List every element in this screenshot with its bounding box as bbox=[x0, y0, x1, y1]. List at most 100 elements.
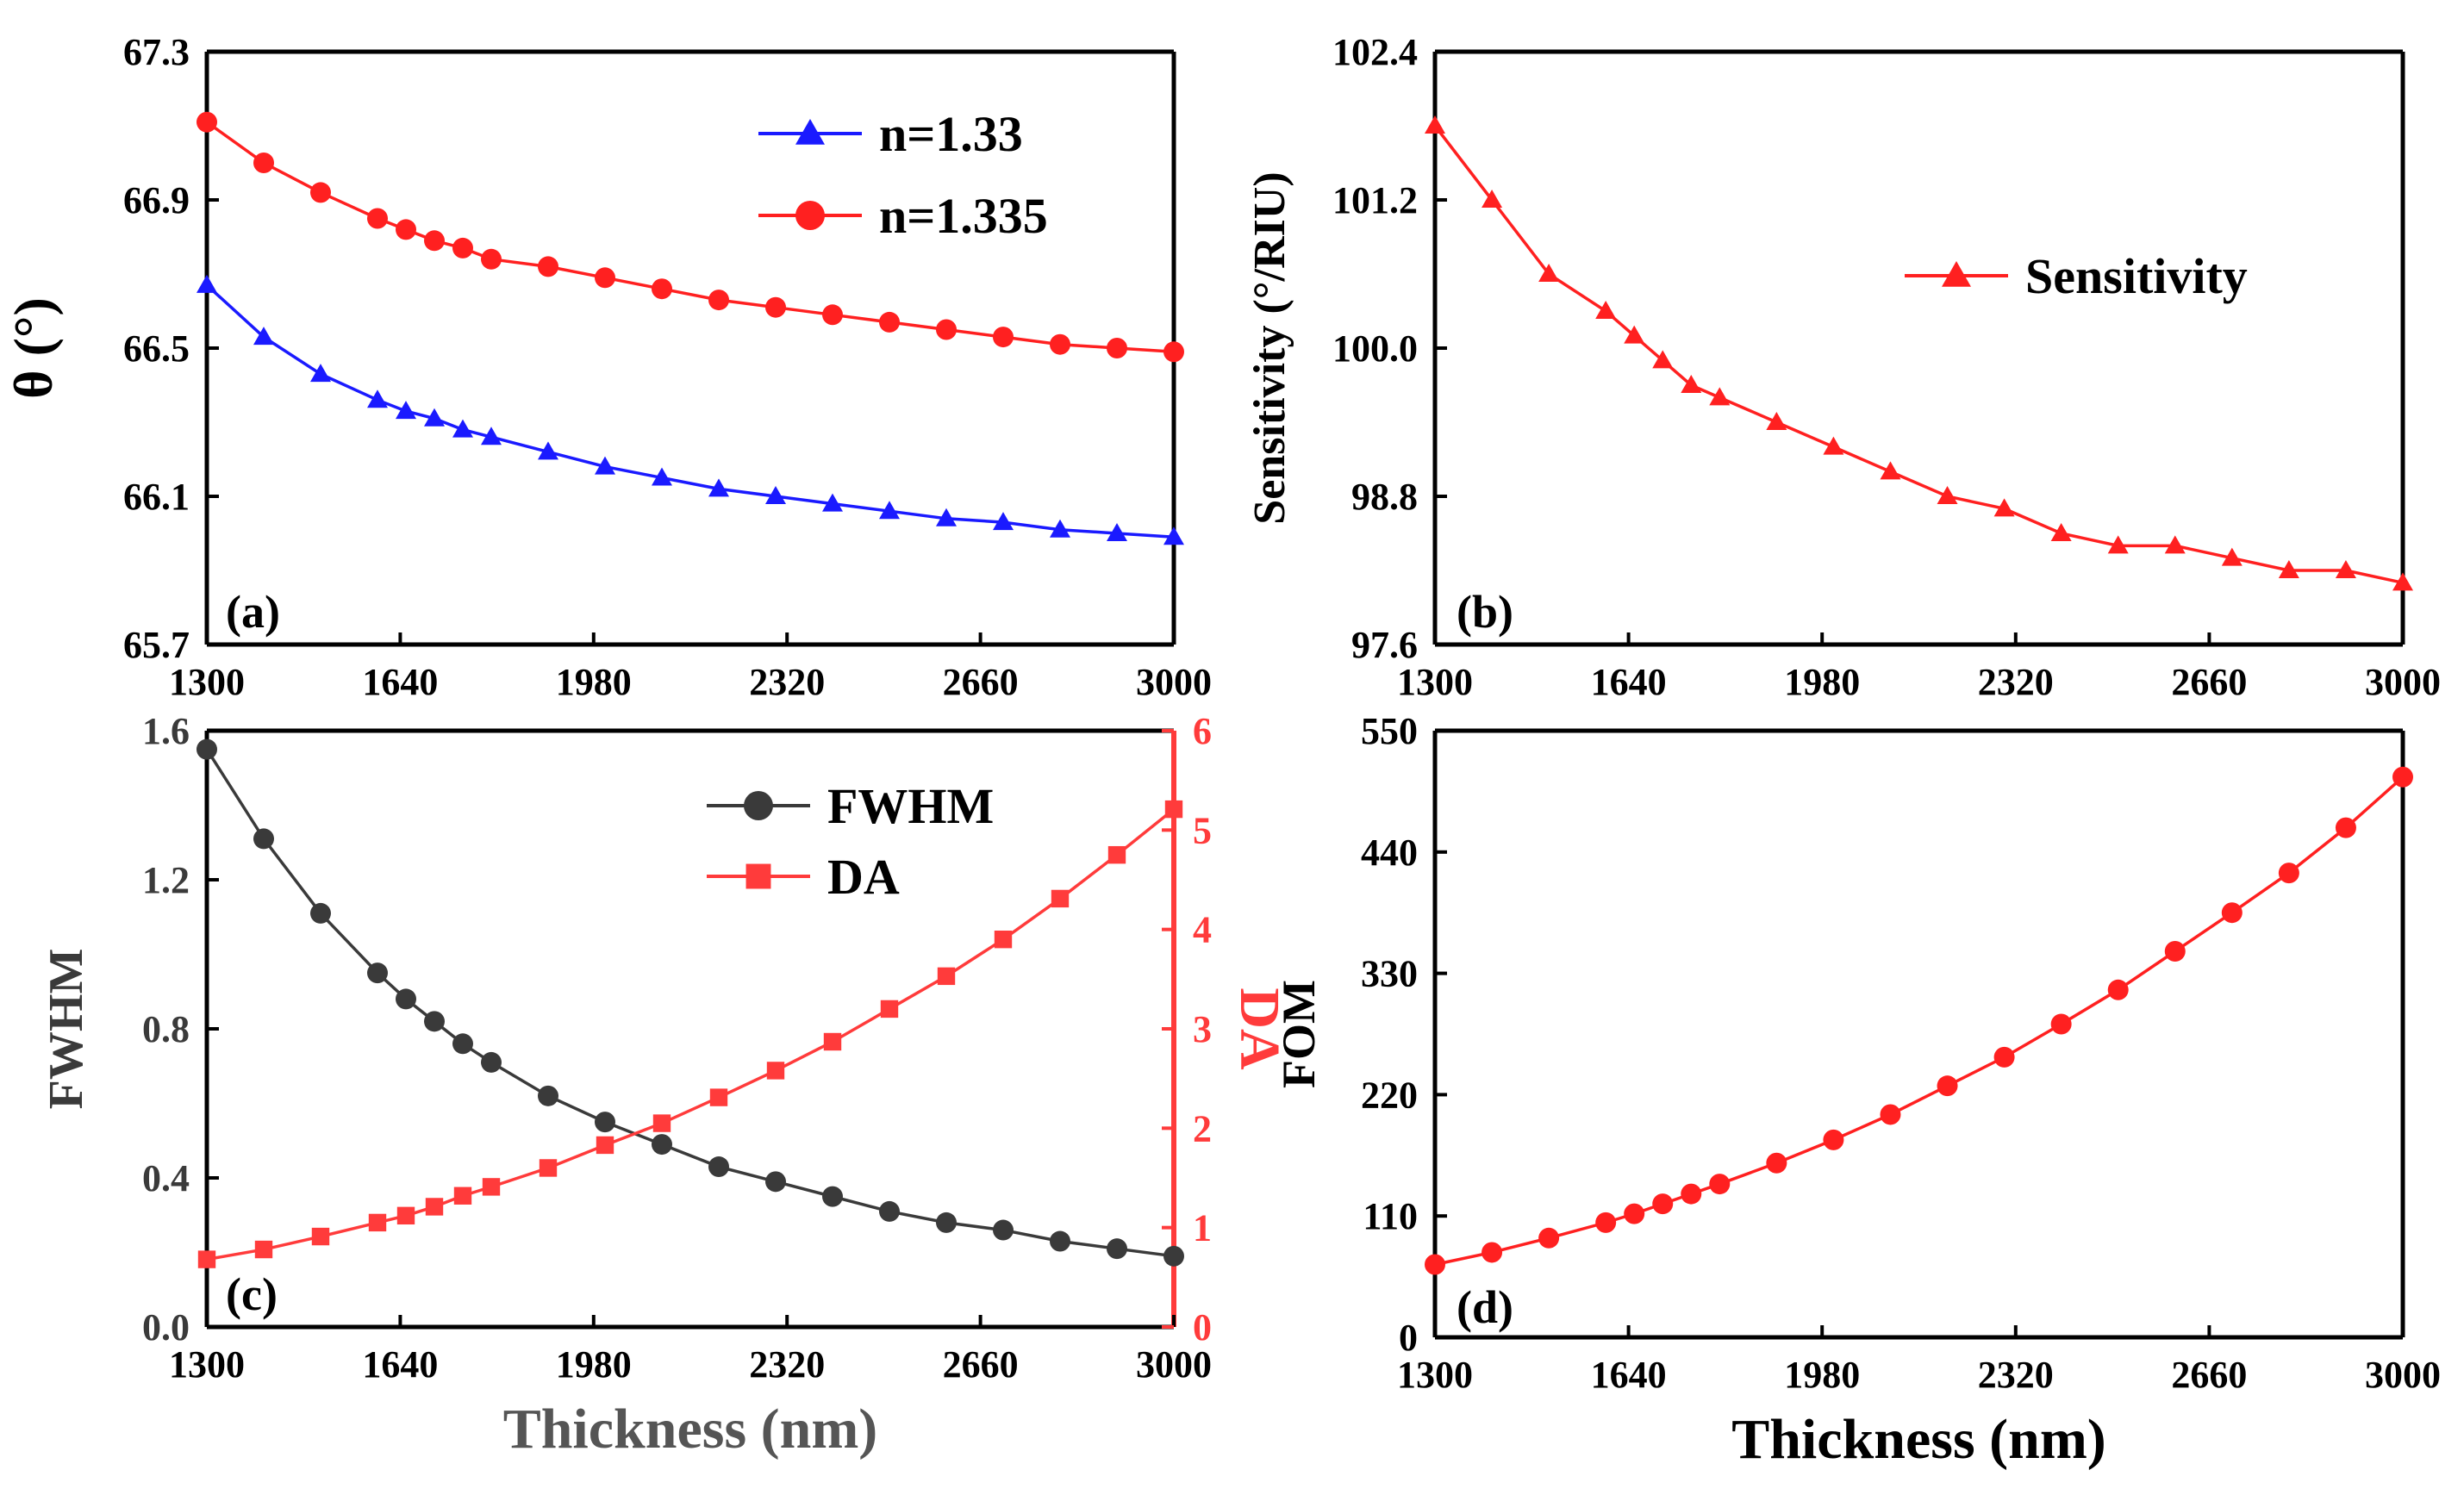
data-point bbox=[2050, 1013, 2072, 1035]
data-point bbox=[310, 364, 331, 383]
data-point bbox=[1823, 1129, 1844, 1150]
y-tick-label: 100.0 bbox=[1332, 327, 1418, 370]
data-point bbox=[1709, 1174, 1731, 1195]
data-point bbox=[1163, 526, 1184, 545]
data-point bbox=[452, 237, 473, 259]
data-point bbox=[1880, 461, 1901, 480]
data-point bbox=[1766, 412, 1787, 430]
y-tick-label: 0.4 bbox=[142, 1157, 190, 1199]
data-point bbox=[1937, 486, 1958, 504]
data-point bbox=[936, 508, 957, 526]
x-tick-label: 1640 bbox=[362, 661, 438, 703]
data-point bbox=[1595, 301, 1617, 319]
data-point bbox=[481, 427, 502, 445]
data-point bbox=[879, 501, 900, 520]
data-point bbox=[1624, 1203, 1645, 1224]
x-tick-label: 1640 bbox=[1591, 1354, 1667, 1396]
legend-marker bbox=[795, 119, 825, 145]
data-point bbox=[2335, 817, 2356, 838]
data-point bbox=[993, 327, 1014, 348]
data-point bbox=[2221, 547, 2243, 566]
x-axis-label: Thickness (nm) bbox=[1731, 1408, 2106, 1471]
data-point bbox=[1538, 264, 1560, 282]
legend-marker bbox=[1942, 261, 1971, 287]
series-line-n=1.33 bbox=[205, 283, 1175, 539]
data-point bbox=[254, 1240, 273, 1259]
data-point bbox=[2278, 560, 2299, 578]
data-point bbox=[1766, 1152, 1787, 1174]
data-point bbox=[1624, 325, 1645, 344]
x-tick-label: 2320 bbox=[1978, 661, 2054, 703]
x-tick-label: 1980 bbox=[556, 661, 632, 703]
y2-tick-label: 5 bbox=[1193, 809, 1212, 851]
data-point bbox=[1163, 1245, 1184, 1267]
data-point bbox=[1595, 1212, 1617, 1233]
y-tick-label: 97.6 bbox=[1351, 624, 1418, 666]
data-point bbox=[595, 456, 615, 475]
legend-label: DA bbox=[827, 849, 900, 905]
data-point bbox=[396, 401, 416, 420]
data-point bbox=[196, 738, 217, 760]
y-axis-label: θ (°) bbox=[3, 297, 64, 399]
data-point bbox=[197, 1250, 216, 1268]
data-point bbox=[253, 828, 274, 850]
x-tick-label: 3000 bbox=[1136, 1343, 1212, 1386]
data-point bbox=[1652, 1193, 1674, 1215]
legend-label: n=1.33 bbox=[879, 106, 1023, 162]
data-point bbox=[596, 1136, 614, 1155]
data-point bbox=[936, 319, 957, 340]
data-point bbox=[765, 486, 786, 504]
data-point bbox=[253, 327, 274, 346]
y-tick-label: 550 bbox=[1361, 710, 1418, 752]
data-point bbox=[822, 493, 843, 512]
y-tick-label: 66.9 bbox=[123, 179, 190, 221]
x-tick-label: 3000 bbox=[1136, 661, 1212, 703]
y-axis-label: FWHM bbox=[40, 949, 93, 1110]
data-point bbox=[2392, 766, 2413, 788]
data-point bbox=[1652, 350, 1674, 369]
y2-tick-label: 1 bbox=[1193, 1207, 1212, 1249]
legend-marker bbox=[745, 863, 771, 889]
data-point bbox=[453, 1187, 472, 1205]
y-tick-label: 102.4 bbox=[1332, 31, 1418, 73]
panel-label: (d) bbox=[1457, 1281, 1513, 1333]
panel-b: 1300 1640 1980 2320 2660 3000 97.6 98.8 100.0 101… bbox=[1245, 31, 2441, 703]
y-tick-label: 66.5 bbox=[123, 327, 190, 370]
data-point bbox=[708, 290, 729, 311]
y-tick-label: 98.8 bbox=[1351, 476, 1418, 518]
data-point bbox=[396, 988, 416, 1010]
x-tick-label: 2660 bbox=[2171, 1354, 2247, 1396]
legend-label: n=1.335 bbox=[879, 188, 1048, 244]
data-point bbox=[1050, 519, 1070, 538]
data-point bbox=[822, 1186, 843, 1207]
data-point bbox=[310, 182, 331, 203]
legend-marker bbox=[744, 791, 773, 820]
data-point bbox=[452, 419, 473, 438]
data-point bbox=[1823, 436, 1844, 455]
data-point bbox=[708, 478, 729, 497]
data-point bbox=[481, 248, 502, 270]
x-tick-label: 1300 bbox=[1397, 661, 1473, 703]
data-point bbox=[2164, 941, 2186, 962]
data-point bbox=[538, 1085, 558, 1106]
y-tick-label: 0 bbox=[1399, 1317, 1418, 1359]
x-tick-label: 2320 bbox=[1978, 1354, 2054, 1396]
data-point bbox=[1482, 190, 1503, 208]
data-point bbox=[1163, 341, 1184, 363]
data-point bbox=[538, 256, 558, 277]
data-point bbox=[2278, 863, 2299, 884]
legend-marker bbox=[795, 201, 825, 230]
y2-tick-label: 0 bbox=[1193, 1306, 1212, 1349]
x-tick-label: 2660 bbox=[2171, 661, 2247, 703]
data-point bbox=[1425, 1254, 1445, 1275]
data-point bbox=[425, 1198, 444, 1216]
y-tick-label: 1.6 bbox=[142, 710, 190, 752]
series-line-Sensitivity bbox=[1433, 124, 2404, 585]
series-line-FWHM bbox=[205, 748, 1175, 1258]
data-point bbox=[1164, 800, 1183, 819]
data-point bbox=[652, 278, 672, 300]
data-point bbox=[481, 1051, 502, 1073]
y-tick-label: 220 bbox=[1361, 1074, 1418, 1116]
legend-label: FWHM bbox=[827, 778, 994, 834]
data-point bbox=[1993, 498, 2015, 517]
